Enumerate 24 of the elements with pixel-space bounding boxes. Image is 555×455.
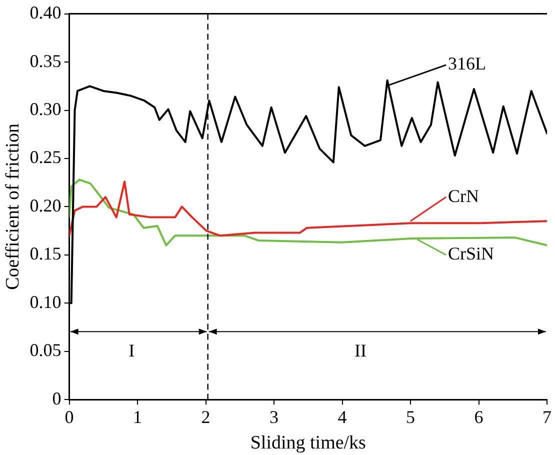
y-tick-label: 0.40 — [30, 2, 62, 23]
annotation: II — [354, 340, 366, 360]
annotation: I — [128, 340, 135, 360]
y-tick-label: 0.10 — [30, 292, 62, 312]
x-tick-label: 5 — [406, 407, 416, 428]
x-tick-label: 1 — [133, 407, 142, 428]
x-axis-title: Sliding time/ks — [250, 432, 366, 454]
x-tick-label: 6 — [474, 407, 484, 428]
x-tick-label: 3 — [270, 407, 279, 428]
x-tick-label: 4 — [338, 407, 347, 428]
y-tick-label: 0.35 — [30, 50, 62, 71]
y-tick-label: 0.15 — [30, 244, 62, 264]
y-axis-title: Coefficient of friction — [2, 123, 24, 290]
series-label: CrN — [448, 186, 480, 206]
y-tick-label: 0 — [52, 388, 62, 408]
y-tick-label: 0.30 — [30, 98, 62, 119]
x-tick-label: 0 — [64, 407, 74, 428]
legend-label: CrSiN — [448, 244, 494, 264]
x-tick-label: 2 — [201, 407, 210, 428]
legend-label: 316L — [448, 54, 486, 74]
y-tick-label: 0.20 — [30, 195, 62, 216]
x-tick-label: 7 — [542, 407, 552, 428]
y-tick-label: 0.25 — [30, 147, 62, 168]
y-tick-label: 0.05 — [30, 340, 62, 360]
